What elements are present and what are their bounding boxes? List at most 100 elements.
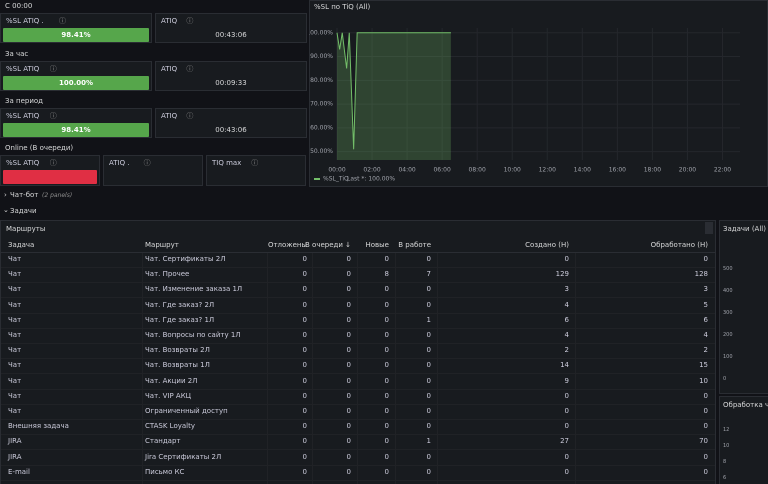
row-divider (1, 449, 715, 451)
column-header: Задача (8, 241, 35, 249)
stat-title: ATIQ (161, 65, 178, 73)
table-cell: 0 (302, 437, 307, 446)
row-divider (1, 388, 715, 390)
stat-panel: ATIQ ⓘ 00:43:06 (155, 13, 307, 43)
table-cell: 0 (346, 391, 351, 400)
table-cell: Чат. Возвраты 1Л (145, 361, 210, 370)
info-icon: ⓘ (49, 65, 57, 73)
x-tick-label: 16:00 (609, 167, 626, 174)
table-cell: 0 (703, 407, 708, 415)
table-cell: 0 (302, 270, 307, 279)
table-cell: 0 (426, 285, 431, 294)
table-cell: 0 (346, 407, 351, 415)
table-cell: Чат (8, 270, 22, 279)
column-header: В очереди ↓ (305, 241, 351, 249)
row-divider (1, 403, 715, 405)
stat-bar: 98.41% (3, 123, 149, 137)
table-cell: 0 (384, 391, 389, 400)
table-cell: 7 (426, 270, 431, 279)
column-divider (312, 253, 313, 484)
row-divider (1, 373, 715, 375)
table-cell: 3 (703, 285, 708, 294)
row-title[interactable]: Задачи (10, 207, 37, 215)
table-cell: JIRA (8, 452, 22, 461)
stat-panel: %SL ATIQ ⓘ 98.41% (0, 108, 152, 138)
table-cell: 5 (703, 300, 708, 309)
row-divider (1, 343, 715, 344)
table-cell: 0 (302, 452, 307, 461)
table-cell: CTASK Loyalty (145, 422, 195, 431)
row-caret: ⌄ (3, 206, 9, 214)
table-cell: 4 (564, 331, 569, 339)
table-cell: 0 (426, 300, 431, 309)
stat-panel: ATIQ . ⓘ (103, 155, 203, 186)
table-cell: Письмо КС (145, 467, 185, 476)
table-cell: Чат (8, 361, 22, 370)
table-cell: 0 (384, 300, 389, 309)
row-divider (1, 358, 715, 360)
table-cell: 128 (694, 270, 708, 279)
stat-panel: TIQ max ⓘ (206, 155, 306, 186)
table-cell: 0 (426, 346, 431, 355)
stat-panel: %SL ATIQ ⓘ (0, 155, 100, 186)
table-cell: 0 (384, 467, 389, 476)
table-cell: Чат (8, 331, 22, 339)
info-icon: ⓘ (186, 65, 194, 73)
table-cell: 0 (426, 331, 431, 339)
y-tick-label: 6 (723, 475, 727, 481)
row-divider (1, 312, 715, 314)
table-cell: 0 (302, 285, 307, 294)
stat-title: %SL ATIQ (6, 159, 40, 167)
table-cell: 0 (346, 255, 351, 263)
column-header: В работе (398, 241, 431, 249)
x-tick-label: 02:00 (363, 167, 380, 174)
row-title[interactable]: Чат-бот (10, 191, 39, 199)
x-tick-label: 20:00 (679, 167, 696, 174)
row-divider (1, 282, 715, 284)
table-cell: 0 (302, 315, 307, 324)
table-panel: Маршруты Задача Маршрут Отложены В очереди ↓… (0, 220, 716, 484)
table-cell: Чат. Возвраты 2Л (145, 346, 210, 355)
stat-bar (3, 170, 97, 184)
table-cell: Чат. Вопросы по сайту 1Л (145, 331, 241, 339)
table-cell: 0 (384, 285, 389, 294)
table-cell: Чат (8, 346, 22, 355)
column-divider (575, 253, 576, 484)
column-divider (437, 253, 438, 484)
table-cell: Стандарт (145, 437, 181, 446)
table-cell: 0 (426, 391, 431, 400)
row-divider (1, 419, 715, 420)
table-cell: 0 (426, 452, 431, 461)
info-icon: ⓘ (186, 17, 194, 25)
table-cell: 2 (564, 346, 569, 355)
panel-title: Задачи (All) (723, 225, 766, 233)
table-cell: 0 (564, 452, 569, 461)
column-header: Маршрут (145, 241, 179, 249)
table-cell: Внешняя задача (8, 422, 69, 431)
table-cell: 0 (384, 452, 389, 461)
table-cell: 6 (703, 315, 708, 324)
y-tick-label: 200 (723, 332, 733, 338)
panel-title: Обработка чато (723, 401, 768, 409)
table-cell: 4 (703, 331, 708, 339)
stat-title: %SL ATIQ (6, 112, 40, 120)
table-cell: 129 (555, 270, 569, 279)
info-icon: ⓘ (59, 17, 66, 25)
table-cell: 2 (703, 346, 708, 355)
y-tick-label: 70.00% (310, 101, 333, 108)
table-cell: 0 (384, 407, 389, 415)
table-cell: Чат (8, 407, 22, 415)
x-tick-label: 06:00 (433, 167, 450, 174)
table-cell: 0 (384, 361, 389, 370)
column-header: Обработано (Н) (650, 241, 708, 249)
stat-value: 100.00% (58, 79, 94, 87)
section-title: За час (5, 50, 29, 58)
table-cell: 1 (426, 315, 431, 324)
series-line (336, 32, 451, 150)
y-tick-label: 100 (723, 354, 733, 360)
table-cell: 0 (302, 300, 307, 309)
stat-title: ATIQ . (109, 159, 130, 167)
table-cell: 0 (346, 361, 351, 370)
stat-value: 98.41% (61, 126, 91, 134)
